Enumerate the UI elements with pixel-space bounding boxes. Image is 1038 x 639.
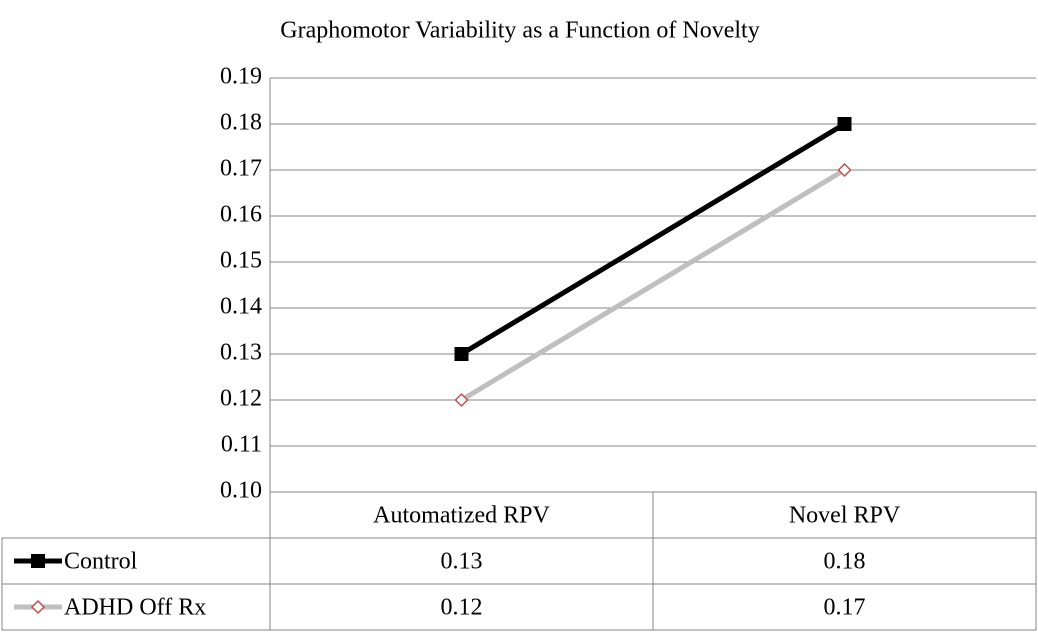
y-tick-label: 0.18: [220, 110, 262, 136]
series-line: [460, 121, 846, 357]
marker: [454, 392, 469, 408]
y-tick-label: 0.12: [220, 386, 262, 412]
series-line: [460, 167, 846, 403]
y-tick-label: 0.14: [220, 294, 262, 320]
chart-title: Graphomotor Variability as a Function of…: [280, 18, 759, 44]
table-value: 0.17: [824, 595, 866, 621]
table-cell: [1, 583, 1037, 631]
y-tick-label: 0.15: [220, 248, 262, 274]
y-tick-label: 0.19: [220, 64, 262, 90]
table-cell: [1, 537, 1037, 585]
marker: [837, 117, 852, 131]
marker: [454, 347, 469, 361]
y-tick-label: 0.17: [220, 156, 262, 182]
x-tick-label: Automatized RPV: [373, 503, 550, 529]
y-tick-label: 0.13: [220, 340, 262, 366]
marker: [31, 554, 45, 568]
table-value: 0.13: [441, 549, 483, 575]
y-tick-label: 0.16: [220, 202, 262, 228]
x-tick-label: Novel RPV: [789, 503, 901, 529]
legend-label: ADHD Off Rx: [64, 595, 206, 621]
y-tick-label: 0.11: [221, 432, 262, 458]
marker: [30, 599, 46, 615]
y-tick-label: 0.10: [220, 478, 262, 504]
legend-label: Control: [64, 549, 138, 575]
table-value: 0.18: [824, 549, 866, 575]
table-value: 0.12: [441, 595, 483, 621]
marker: [837, 162, 852, 178]
